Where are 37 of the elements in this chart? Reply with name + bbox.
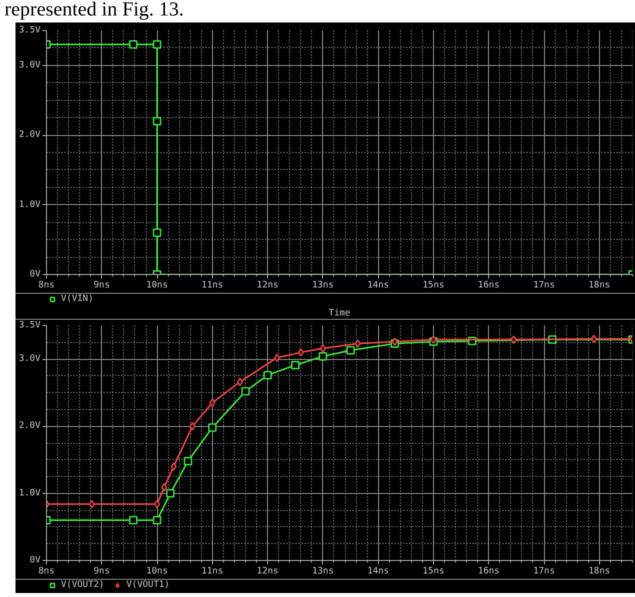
- x-tick-label: 18ns: [588, 566, 610, 576]
- x-tick-label: 11ns: [202, 566, 224, 576]
- x-tick-label: 11ns: [202, 280, 224, 290]
- x-tick-label: 9ns: [94, 280, 110, 290]
- y-tick-label: 2.0V: [18, 421, 42, 432]
- x-tick-label: 12ns: [256, 566, 278, 576]
- x-tick-label: 16ns: [478, 566, 500, 576]
- y-tick-label: 3.0V: [18, 354, 42, 364]
- y-tick-label: 3.5V: [18, 320, 42, 330]
- y-tick-label: 0V: [30, 270, 42, 280]
- x-tick-label: 14ns: [367, 280, 390, 290]
- y-tick-label: 1.0V: [18, 200, 42, 210]
- x-tick-label: 12ns: [256, 280, 278, 290]
- x-axis-title: Time: [328, 308, 350, 318]
- y-tick-label: 3.0V: [18, 60, 42, 70]
- legend-label: V(VIN): [61, 294, 94, 304]
- x-tick-label: 13ns: [312, 280, 334, 290]
- legend-label: V(VOUT2): [61, 580, 104, 590]
- x-tick-label: 8ns: [38, 280, 55, 290]
- y-tick-label: 0V: [30, 556, 42, 566]
- x-tick-label: 10ns: [146, 280, 168, 290]
- x-tick-label: 10ns: [146, 566, 168, 576]
- legend-label: V(VOUT1): [126, 580, 170, 590]
- x-tick-label: 17ns: [533, 566, 555, 576]
- y-tick-label: 1.0V: [18, 488, 42, 498]
- x-tick-label: 15ns: [422, 280, 444, 290]
- x-tick-label: 9ns: [94, 566, 110, 576]
- text: represented in Fig. 13.: [4, 0, 184, 20]
- x-tick-label: 14ns: [367, 566, 390, 576]
- x-tick-label: 15ns: [422, 566, 444, 576]
- x-tick-label: 18ns: [588, 280, 610, 290]
- x-tick-label: 16ns: [478, 280, 500, 290]
- y-tick-label: 2.0V: [18, 130, 42, 140]
- y-tick-label: 3.5V: [18, 26, 42, 36]
- x-tick-label: 13ns: [312, 566, 334, 576]
- x-tick-label: 17ns: [533, 280, 555, 290]
- x-tick-label: 8ns: [38, 566, 55, 576]
